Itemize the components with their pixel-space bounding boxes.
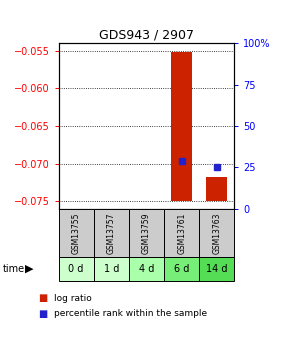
Text: 0 d: 0 d — [69, 264, 84, 274]
Text: 6 d: 6 d — [174, 264, 189, 274]
Text: 14 d: 14 d — [206, 264, 228, 274]
Text: ▶: ▶ — [25, 264, 34, 274]
Text: GSM13761: GSM13761 — [177, 212, 186, 254]
Text: GSM13759: GSM13759 — [142, 212, 151, 254]
Text: GSM13755: GSM13755 — [72, 212, 81, 254]
Text: time: time — [3, 264, 25, 274]
Text: 4 d: 4 d — [139, 264, 154, 274]
Text: ■: ■ — [38, 309, 47, 319]
Text: 1 d: 1 d — [104, 264, 119, 274]
Text: ■: ■ — [38, 294, 47, 303]
Text: percentile rank within the sample: percentile rank within the sample — [54, 309, 207, 318]
Bar — [206, 177, 227, 201]
Title: GDS943 / 2907: GDS943 / 2907 — [99, 29, 194, 42]
Text: log ratio: log ratio — [54, 294, 92, 303]
Bar — [171, 52, 192, 201]
Text: GSM13757: GSM13757 — [107, 212, 116, 254]
Text: GSM13763: GSM13763 — [212, 212, 221, 254]
